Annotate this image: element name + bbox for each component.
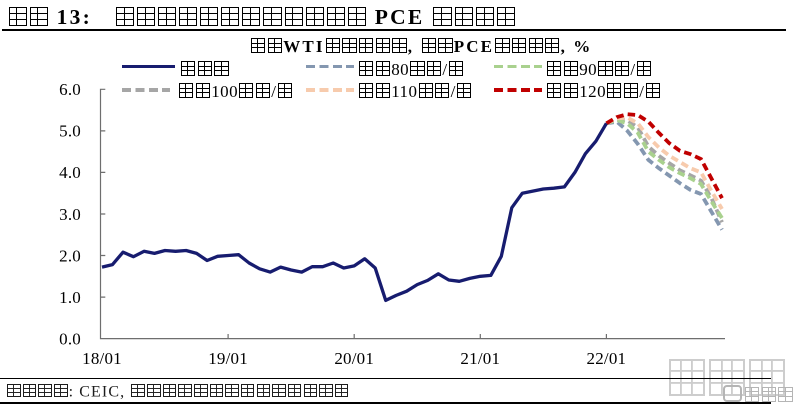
svg-text:22/01: 22/01 — [587, 349, 627, 368]
svg-text:20/01: 20/01 — [334, 349, 374, 368]
svg-text:3.0: 3.0 — [59, 205, 81, 224]
svg-text:19/01: 19/01 — [208, 349, 248, 368]
svg-text:5.0: 5.0 — [59, 122, 81, 141]
svg-text:18/01: 18/01 — [82, 349, 122, 368]
svg-text:0.0: 0.0 — [59, 329, 81, 348]
svg-text:4.0: 4.0 — [59, 163, 81, 182]
svg-text:1.0: 1.0 — [59, 288, 81, 307]
svg-text:21/01: 21/01 — [460, 349, 500, 368]
svg-text:2.0: 2.0 — [59, 246, 81, 265]
svg-text:6.0: 6.0 — [59, 80, 81, 99]
